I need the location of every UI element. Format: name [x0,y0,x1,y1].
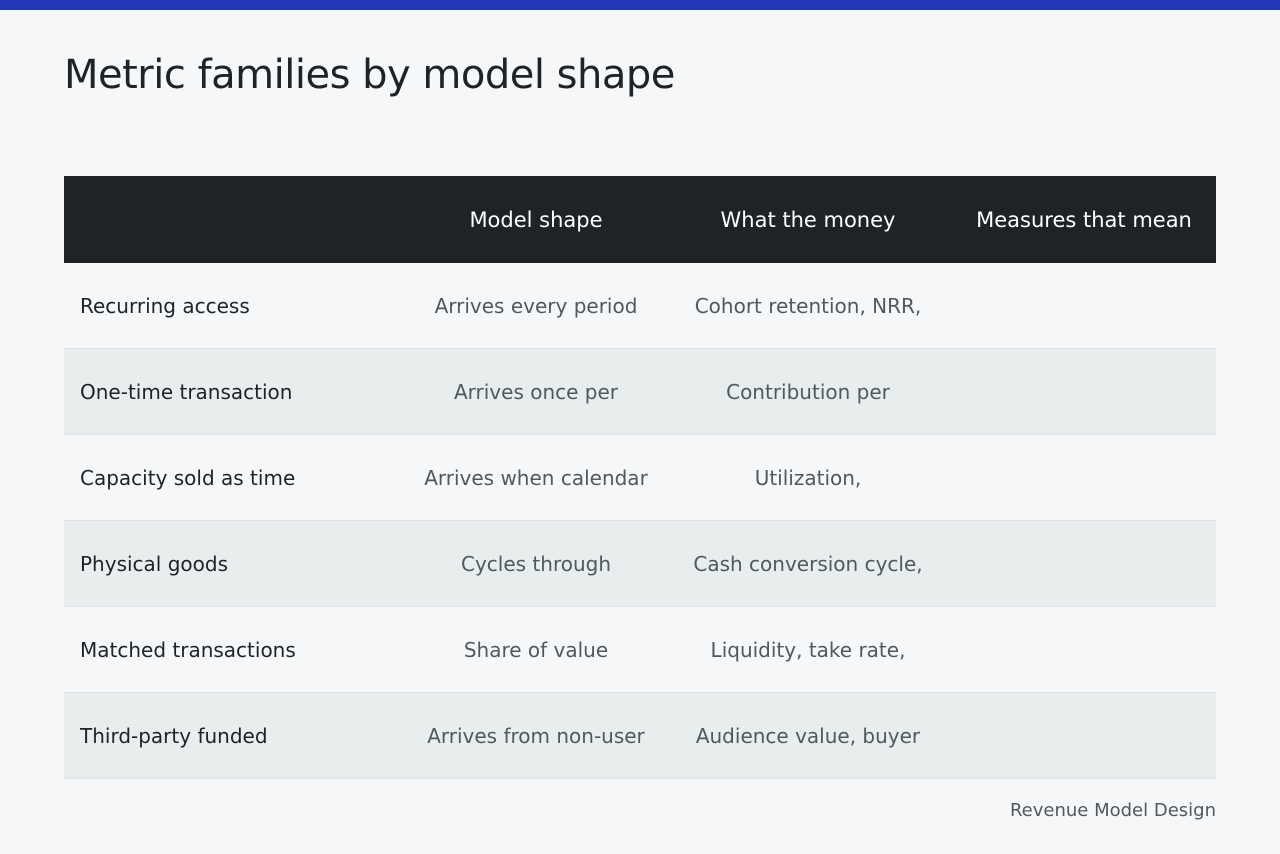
table-row: One-time transaction Arrives once per Co… [64,349,1216,435]
table-header-row: Model shape What the money Measures that… [64,176,1216,263]
metric-families-table: Model shape What the money Measures that… [64,176,1216,779]
model-shape-cell: Arrives once per [453,379,619,404]
money-cell: Utilization, [754,465,862,490]
top-accent-bar [0,0,1280,10]
model-shape-cell: Arrives every period [434,293,638,318]
header-cell-what-the-money: What the money [720,207,896,232]
model-shape-cell: Arrives when calendar [424,465,648,490]
table-row: Physical goods Cycles through Cash conve… [64,521,1216,607]
model-shape-cell: Share of value [463,637,609,662]
table-row: Third-party funded Arrives from non-user… [64,693,1216,779]
money-cell: Liquidity, take rate, [710,637,906,662]
header-cell-measures: Measures that mean [976,207,1192,232]
row-label: Recurring access [80,293,250,318]
footer-source-label: Revenue Model Design [1009,800,1216,821]
money-cell: Audience value, buyer [695,723,921,748]
money-cell: Contribution per [726,379,890,404]
money-cell: Cohort retention, NRR, [694,293,922,318]
table-row: Capacity sold as time Arrives when calen… [64,435,1216,521]
row-label: Capacity sold as time [80,465,296,490]
row-label: One-time transaction [80,379,293,404]
page-title: Metric families by model shape [64,52,675,98]
header-cell-model-shape: Model shape [469,207,603,232]
row-label: Matched transactions [80,637,296,662]
money-cell: Cash conversion cycle, [693,551,923,576]
table-row: Recurring access Arrives every period Co… [64,263,1216,349]
model-shape-cell: Arrives from non-user [427,723,645,748]
model-shape-cell: Cycles through [460,551,612,576]
row-label: Physical goods [80,551,228,576]
row-label: Third-party funded [80,723,268,748]
table-row: Matched transactions Share of value Liqu… [64,607,1216,693]
